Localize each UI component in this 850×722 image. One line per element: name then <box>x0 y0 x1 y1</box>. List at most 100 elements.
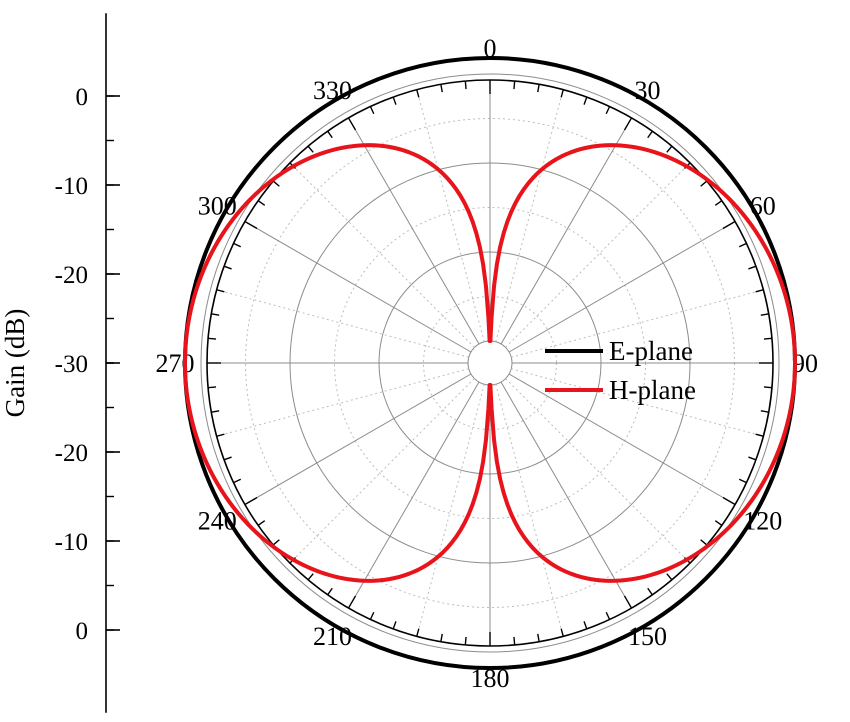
frame-tick-320 <box>307 145 314 153</box>
grid-spoke-330 <box>348 117 480 345</box>
frame-tick-330 <box>347 117 357 131</box>
angle-label-300: 300 <box>198 192 237 221</box>
frame-tick-20 <box>583 96 588 105</box>
frame-tick-10 <box>537 84 540 93</box>
frame-tick-265 <box>208 386 217 389</box>
angle-label-270: 270 <box>156 349 195 378</box>
frame-tick-130 <box>700 539 708 546</box>
grid-spoke-60 <box>508 221 736 353</box>
frame-tick-105 <box>755 433 764 437</box>
frame-tick-230 <box>272 539 280 546</box>
frame-tick-140 <box>666 573 673 581</box>
grid-spoke-315 <box>289 162 475 348</box>
polar-grid <box>200 73 780 653</box>
frame-tick-310 <box>272 180 280 187</box>
frame-tick-15 <box>560 89 564 98</box>
grid-spoke-285 <box>216 289 469 358</box>
angle-label-150: 150 <box>628 622 667 651</box>
angle-label-210: 210 <box>313 622 352 651</box>
frame-tick-150 <box>623 595 633 609</box>
gain-axis: Gain (dB) 0 -10 -20 -30 -20 -10 0 <box>0 13 120 713</box>
frame-tick-220 <box>307 573 314 581</box>
frame-tick-245 <box>233 478 242 484</box>
frame-tick-190 <box>440 633 443 642</box>
grid-spoke-300 <box>244 221 472 353</box>
grid-spoke-255 <box>216 368 469 437</box>
frame-tick-300 <box>244 220 258 230</box>
frame-tick-65 <box>738 242 747 248</box>
frame-tick-195 <box>416 628 420 637</box>
frame-tick-335 <box>369 106 375 115</box>
frame-tick-110 <box>748 456 757 461</box>
frame-tick-175 <box>513 636 516 645</box>
frame-tick-250 <box>223 456 232 461</box>
frame-tick-85 <box>763 337 772 340</box>
frame-tick-275 <box>208 337 217 340</box>
frame-tick-25 <box>605 106 611 115</box>
gain-axis-title: Gain (dB) <box>0 309 30 418</box>
frame-tick-5 <box>513 81 516 90</box>
series-group <box>182 55 798 671</box>
frame-tick-40 <box>666 145 673 153</box>
frame-tick-55 <box>714 200 723 206</box>
grid-spoke-150 <box>500 381 632 609</box>
frame-tick-340 <box>392 96 397 105</box>
gain-tick-label: 0 <box>76 84 89 111</box>
frame-tick-345 <box>416 89 420 98</box>
frame-tick-50 <box>700 180 708 187</box>
frame-tick-75 <box>755 289 764 293</box>
grid-spoke-345 <box>416 89 485 342</box>
grid-spoke-225 <box>289 378 475 564</box>
frame-tick-100 <box>760 410 769 413</box>
gain-tick-label: 0 <box>76 618 89 645</box>
frame-tick-120 <box>722 496 736 506</box>
frame-tick-115 <box>738 478 747 484</box>
frame-tick-170 <box>537 633 540 642</box>
frame-tick-355 <box>464 81 467 90</box>
frame-tick-60 <box>722 220 736 230</box>
frame-tick-235 <box>257 520 266 526</box>
grid-spoke-240 <box>244 373 472 505</box>
grid-circle-0 <box>467 340 513 386</box>
frame-tick-155 <box>605 611 611 620</box>
frame-tick-215 <box>327 587 333 596</box>
legend-label-h-plane: H-plane <box>609 375 696 405</box>
grid-spoke-105 <box>511 368 764 437</box>
angle-label-60: 60 <box>750 192 776 221</box>
frame-tick-80 <box>760 313 769 316</box>
frame-tick-350 <box>440 84 443 93</box>
grid-spoke-210 <box>348 381 480 609</box>
grid-spoke-15 <box>495 89 564 342</box>
frame-tick-305 <box>257 200 266 206</box>
frame-tick-165 <box>560 628 564 637</box>
frame-tick-255 <box>216 433 225 437</box>
grid-spoke-135 <box>505 378 691 564</box>
frame-tick-95 <box>763 386 772 389</box>
frame-tick-200 <box>392 621 397 630</box>
polar-frame <box>206 79 774 647</box>
gain-tick-label: -10 <box>55 529 88 556</box>
gain-tick-label: -20 <box>55 262 88 289</box>
grid-circle-6 <box>200 73 780 653</box>
frame-tick-295 <box>233 242 242 248</box>
frame-tick-145 <box>647 587 653 596</box>
frame-tick-70 <box>748 265 757 270</box>
grid-spoke-165 <box>495 384 564 637</box>
grid-spoke-30 <box>500 117 632 345</box>
frame-tick-30 <box>623 117 633 131</box>
grid-spoke-75 <box>511 289 764 358</box>
grid-spoke-195 <box>416 384 485 637</box>
legend: E-plane H-plane <box>545 336 696 405</box>
frame-tick-285 <box>216 289 225 293</box>
grid-spoke-120 <box>508 373 736 505</box>
gain-tick-label: -20 <box>55 440 88 467</box>
frame-tick-280 <box>211 313 220 316</box>
frame-tick-160 <box>583 621 588 630</box>
legend-label-e-plane: E-plane <box>609 336 693 366</box>
frame-tick-290 <box>223 265 232 270</box>
grid-spoke-45 <box>505 162 691 348</box>
frame-tick-260 <box>211 410 220 413</box>
gain-tick-label: -30 <box>55 351 88 378</box>
